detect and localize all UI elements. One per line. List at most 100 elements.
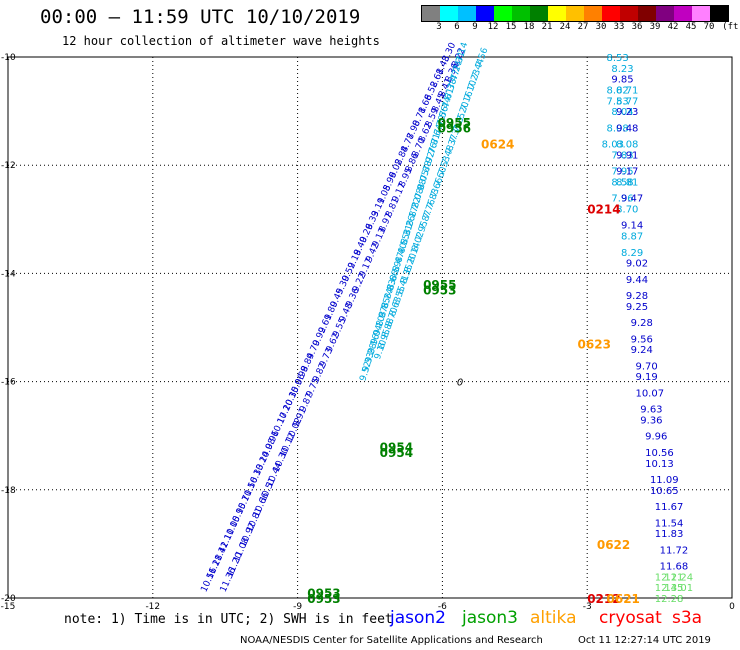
color-scale-tick: 3 [436, 22, 442, 32]
color-swatch [710, 6, 728, 21]
color-swatch [602, 6, 620, 21]
satellite-legend-item: jason2 [390, 608, 446, 628]
track-value-label: 8.03 [602, 140, 624, 151]
x-tick-label: -3 [583, 602, 592, 612]
color-swatch [422, 6, 440, 21]
generated-timestamp: Oct 11 12:27:14 UTC 2019 [578, 635, 711, 646]
color-scale-bar [421, 5, 729, 22]
track-value-label: 11.54 [655, 518, 684, 529]
track-value-label: 12.45 [655, 583, 684, 594]
color-swatch [638, 6, 656, 21]
satellite-legend-item: cryosat [599, 608, 662, 628]
pass-time-label: 0622 [597, 538, 630, 552]
x-tick-label: -12 [145, 602, 160, 612]
track-values: 8.538.239.858.028.717.538.778.049.23 8.08… [602, 53, 693, 605]
track-value-label: 13.01 [664, 583, 693, 594]
color-swatch [566, 6, 584, 21]
color-scale-tick: 9 [472, 22, 478, 32]
track-value-label: 9.02 [626, 259, 648, 270]
track-value-label: 9.28 [626, 291, 648, 302]
track-value-label: 12.24 [664, 572, 693, 583]
color-scale-tick: (ft) [722, 22, 740, 32]
color-swatch [494, 6, 512, 21]
chart-subtitle: 12 hour collection of altimeter wave hei… [62, 34, 380, 48]
track-value-label: 7.95 [611, 167, 633, 178]
pass-time-label: 0955 [438, 116, 471, 130]
credit-line: NOAA/NESDIS Center for Satellite Applica… [240, 635, 543, 646]
track-value-label: 12.28 [655, 594, 684, 605]
pass-time-label: 0953 [423, 284, 456, 298]
track-value-label: 9.47 [621, 194, 643, 205]
y-tick-label: -12 [1, 161, 16, 171]
color-scale-tick: 33 [613, 22, 625, 32]
color-scale-tick: 12 [487, 22, 499, 32]
color-scale-tick: 70 [703, 22, 715, 32]
pass-time-label: 0621 [607, 592, 640, 606]
track-value-label: 7.96 [611, 194, 633, 205]
pass-time-label: 0954 [380, 446, 413, 460]
color-swatch [530, 6, 548, 21]
y-tick-label: -16 [1, 378, 16, 388]
track-value-label: 11.83 [655, 529, 684, 540]
track-value-label: 11.68 [660, 562, 689, 573]
pass-time-label: 0623 [578, 338, 611, 352]
color-scale-tick: 27 [577, 22, 589, 32]
track-value-label: 9.48 [616, 123, 638, 134]
track-value-label: 8.87 [621, 232, 643, 243]
track-value-label: 7.56 [474, 46, 490, 68]
color-scale-tick: 24 [559, 22, 571, 32]
footnote: note: 1) Time is in UTC; 2) SWH is in fe… [64, 612, 393, 627]
satellite-legend-item: s3a [672, 608, 703, 628]
track-value-label: 9.91 [616, 150, 638, 161]
pass-time-label: 0624 [481, 138, 514, 152]
color-swatch [512, 6, 530, 21]
pass-time-label: 0953 [307, 587, 340, 601]
color-swatch [620, 6, 638, 21]
track-value-label: 7.14 [455, 41, 470, 63]
color-scale-tick: 6 [454, 22, 460, 32]
zero-marker: 0 [457, 378, 463, 389]
chart-title: 00:00 – 11:59 UTC 10/10/2019 [40, 6, 361, 28]
pass-time-label: 0954 [380, 441, 413, 455]
color-swatch [440, 6, 458, 21]
color-swatch [674, 6, 692, 21]
x-tick-label: 0 [729, 602, 735, 612]
color-scale-tick: 18 [523, 22, 535, 32]
pass-time-label: 0953 [307, 592, 340, 606]
track-value-label: 9.63 [640, 405, 662, 416]
track-value-label: 9.44 [626, 275, 648, 286]
pass-time-label: 0212 [587, 592, 620, 606]
color-swatch [476, 6, 494, 21]
track-value-label: 9.36 [640, 415, 662, 426]
x-tick-label: -9 [293, 602, 302, 612]
pass-time-label: 0214 [587, 202, 620, 216]
track-value-label: 8.70 [616, 204, 638, 215]
satellite-legend-item: jason3 [462, 608, 518, 628]
track-value-label: 8.53 [607, 53, 629, 64]
x-tick-label: -15 [1, 602, 16, 612]
track-value-label: 9.85 [611, 75, 633, 86]
y-tick-label: -20 [1, 594, 16, 604]
color-scale-tick: 15 [505, 22, 517, 32]
track-value-label: 10.65 [650, 486, 679, 497]
time-labels: 0955095606240214095509530623095409540622… [307, 116, 640, 606]
track-value-label: 12.11 [655, 572, 684, 583]
color-scale-tick: 36 [631, 22, 643, 32]
track-value-label: 11.09 [650, 475, 679, 486]
y-tick-label: -14 [1, 269, 16, 279]
track-value-label: 9.96 [645, 432, 667, 443]
plot-frame [7, 56, 733, 599]
color-scale-tick: 45 [685, 22, 697, 32]
track-value-label: 8.08 [616, 140, 638, 151]
color-swatch [656, 6, 674, 21]
y-tick-label: -18 [1, 486, 16, 496]
track-value-label: 10.56 [645, 448, 674, 459]
track-value-label: 9.24 [631, 345, 653, 356]
track-value-label: 9.70 [635, 361, 657, 372]
color-scale-tick: 42 [667, 22, 679, 32]
track-value-label: 8.58 [611, 177, 633, 188]
pass-time-label: 0955 [423, 278, 456, 292]
color-scale-tick: 30 [595, 22, 607, 32]
